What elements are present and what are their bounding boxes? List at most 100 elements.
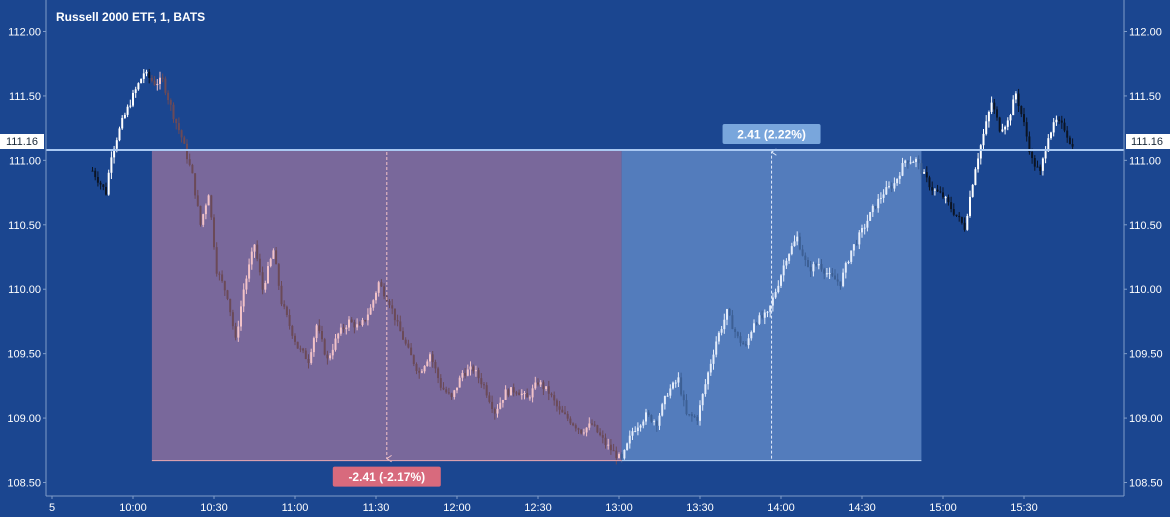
candle — [404, 337, 407, 346]
candle — [888, 181, 890, 189]
candle — [674, 379, 677, 388]
candle — [582, 428, 585, 436]
candle — [550, 392, 553, 398]
candle — [1055, 115, 1058, 126]
candle — [334, 333, 337, 352]
candle — [947, 194, 950, 206]
current-price-tag-left: 111.16 — [0, 134, 44, 149]
candle — [329, 353, 332, 361]
candle — [118, 126, 121, 142]
candle — [885, 180, 888, 196]
candle — [1017, 88, 1020, 113]
candle — [410, 343, 413, 356]
candle — [717, 331, 720, 345]
candle — [545, 386, 548, 392]
candle — [777, 280, 780, 294]
candle — [720, 325, 723, 336]
candle — [415, 362, 418, 375]
candle — [1063, 118, 1066, 133]
candle — [364, 319, 367, 323]
candle — [202, 213, 205, 228]
candles-layer — [91, 68, 1074, 465]
candle — [501, 399, 504, 408]
candle — [177, 117, 180, 134]
candle — [523, 391, 526, 400]
candle — [358, 321, 361, 326]
candle — [966, 213, 969, 231]
current-price-tag-right: 111.16 — [1126, 134, 1170, 149]
candle — [831, 268, 834, 278]
candle — [645, 408, 647, 425]
candle — [169, 98, 172, 111]
candle — [704, 379, 707, 397]
candle — [272, 248, 275, 259]
candle — [326, 350, 329, 365]
candle — [229, 298, 232, 317]
candle — [1028, 131, 1031, 155]
candle — [507, 388, 510, 398]
candle — [696, 414, 699, 425]
candle — [342, 323, 345, 333]
candle — [339, 323, 342, 336]
candle — [226, 289, 229, 301]
candle — [456, 387, 458, 394]
candle — [388, 299, 391, 309]
candle — [928, 175, 931, 191]
candle — [715, 336, 718, 358]
candle — [423, 365, 426, 374]
candle — [148, 68, 151, 84]
candle — [736, 331, 739, 339]
candle — [1047, 134, 1050, 152]
candle — [520, 389, 523, 400]
candle — [753, 319, 755, 333]
candle — [1044, 146, 1047, 164]
candle — [453, 389, 456, 400]
candle — [399, 315, 402, 332]
candle — [140, 78, 143, 84]
candle — [847, 260, 850, 265]
candle — [742, 341, 745, 345]
current-price-label-right: 111.16 — [1131, 136, 1163, 148]
y-axis-right: 112.00 111.50 111.00 110.50 110.00 109.50 109.… — [1123, 0, 1163, 496]
candle — [933, 188, 936, 196]
candle — [993, 99, 996, 114]
candle — [693, 414, 696, 418]
candle — [904, 159, 907, 167]
candle — [150, 75, 153, 83]
x-tick-label: 15:30 — [1010, 502, 1038, 514]
y-axis-left: 112.00 111.50 111.00 110.50 110.00 109.50 109.… — [7, 0, 47, 496]
candle — [1004, 125, 1007, 135]
candle — [561, 405, 564, 413]
candle — [823, 267, 826, 280]
x-tick-label: 13:30 — [686, 502, 714, 514]
candle — [874, 205, 877, 210]
candle — [1001, 123, 1004, 133]
candle — [402, 327, 404, 341]
candle — [1006, 117, 1009, 131]
candle — [499, 397, 502, 410]
candle — [488, 392, 491, 404]
candle — [369, 304, 372, 315]
candle — [839, 281, 842, 290]
candle — [677, 372, 680, 388]
candle — [1068, 135, 1071, 145]
candle — [331, 343, 334, 360]
candle — [547, 380, 550, 401]
candle — [318, 319, 321, 334]
candle — [121, 115, 124, 130]
candle — [537, 378, 539, 387]
candle — [458, 375, 461, 388]
candle — [852, 244, 855, 257]
candle — [896, 178, 899, 186]
candle — [971, 183, 974, 198]
candle — [312, 336, 315, 357]
candle — [958, 212, 961, 222]
x-tick-label: 11:00 — [282, 502, 309, 514]
candle — [653, 419, 656, 426]
candle — [518, 389, 521, 396]
candle — [566, 411, 569, 422]
candle — [596, 424, 599, 434]
candle — [450, 392, 453, 400]
